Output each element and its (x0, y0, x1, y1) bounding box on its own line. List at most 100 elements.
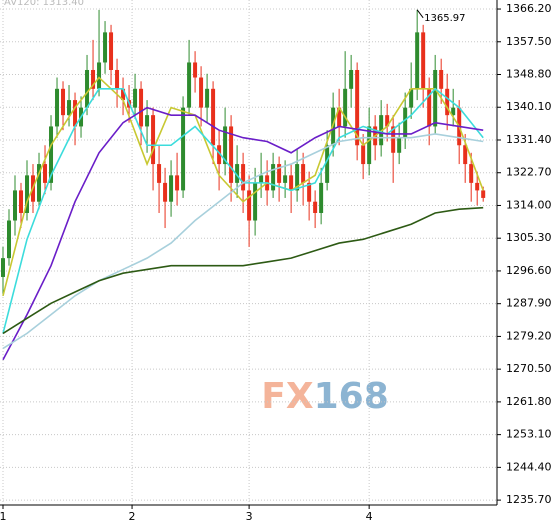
x-tick-label: 1 (0, 510, 7, 523)
ma-line (2, 76, 484, 296)
candle-body (205, 88, 210, 108)
y-tick-label: 1366.20 (506, 2, 551, 15)
candle-body (13, 190, 18, 221)
watermark-fx: FX (261, 376, 314, 417)
candle-body (109, 32, 114, 70)
candle-body (385, 115, 390, 127)
candle-body (115, 69, 120, 89)
candle-body (451, 107, 456, 116)
candle-body (481, 190, 486, 198)
candle-body (61, 88, 66, 116)
candle-body (121, 88, 126, 101)
y-tick-label: 1357.50 (506, 35, 551, 48)
candle-body (337, 107, 342, 127)
candle-body (259, 175, 264, 183)
candle-body (193, 62, 198, 78)
candle-body (211, 88, 216, 146)
candle-body (169, 175, 174, 202)
y-tick-label: 1279.20 (506, 329, 551, 342)
candle-body (427, 88, 432, 127)
candle-body (85, 69, 90, 108)
candle-body (73, 100, 78, 127)
candle-body (433, 69, 438, 127)
candle-body (19, 190, 24, 213)
candle-body (445, 88, 450, 116)
ma-line (2, 206, 484, 335)
y-tick-label: 1348.80 (506, 68, 551, 81)
candle-body (475, 182, 480, 191)
candle-body (415, 32, 420, 89)
candle-body (421, 32, 426, 89)
candle-body (253, 182, 258, 221)
y-tick-label: 1340.10 (506, 100, 551, 113)
y-tick-label: 1235.70 (506, 493, 551, 506)
candle-body (439, 69, 444, 89)
x-tick-label: 4 (366, 510, 373, 523)
candle-body (391, 126, 396, 153)
y-tick-label: 1253.10 (506, 428, 551, 441)
candle-body (361, 145, 366, 165)
y-tick-label: 1244.40 (506, 460, 551, 473)
y-tick-label: 1287.90 (506, 297, 551, 310)
candle-body (295, 164, 300, 191)
x-tick-label: 3 (246, 510, 253, 523)
candle-body (43, 164, 48, 183)
candle-body (199, 77, 204, 108)
watermark: FX168 (261, 376, 389, 417)
y-tick-label: 1261.80 (506, 395, 551, 408)
candle-body (235, 164, 240, 183)
candle-body (349, 69, 354, 89)
candle-body (151, 115, 156, 165)
ma-line (2, 133, 484, 350)
candle-body (25, 175, 30, 213)
candle-body (163, 182, 168, 202)
ma-line (2, 106, 484, 361)
y-tick-label: 1270.50 (506, 362, 551, 375)
annotation-line (416, 9, 424, 19)
candle-body (91, 69, 96, 89)
candle-body (133, 88, 138, 108)
y-tick-label: 1322.70 (506, 166, 551, 179)
candle-body (103, 32, 108, 63)
candle-body (67, 100, 72, 116)
watermark-168: 168 (314, 376, 389, 417)
candle-body (409, 88, 414, 108)
candle-body (397, 137, 402, 153)
y-tick-label: 1296.60 (506, 264, 551, 277)
candle-body (283, 175, 288, 183)
candle-body (217, 145, 222, 165)
subtitle: AV120: 1313.40 (4, 0, 84, 8)
candle-body (187, 62, 192, 108)
candle-body (49, 126, 54, 183)
candle-body (175, 175, 180, 191)
candle-body (55, 88, 60, 127)
candle-body (277, 164, 282, 183)
annotation: 1365.97 (424, 13, 465, 24)
candle-body (367, 126, 372, 165)
candle-body (343, 88, 348, 127)
candle-body (1, 258, 6, 277)
candle-body (301, 164, 306, 183)
candle-body (313, 201, 318, 213)
candle-body (157, 164, 162, 183)
candle-body (289, 175, 294, 191)
candle-body (469, 164, 474, 183)
y-tick-label: 1305.30 (506, 231, 551, 244)
candle-body (223, 126, 228, 165)
candle-body (463, 145, 468, 165)
candle-body (145, 115, 150, 127)
candle-body (97, 62, 102, 89)
candle-body (307, 182, 312, 202)
candle-body (355, 69, 360, 146)
candle-body (271, 164, 276, 191)
candle-body (319, 182, 324, 213)
candle-body (37, 164, 42, 202)
candle-body (229, 126, 234, 183)
candle-body (325, 145, 330, 183)
y-tick-label: 1314.00 (506, 198, 551, 211)
x-tick-label: 2 (129, 510, 136, 523)
y-tick-label: 1331.40 (506, 133, 551, 146)
candle-body (7, 220, 12, 259)
candle-body (241, 164, 246, 191)
